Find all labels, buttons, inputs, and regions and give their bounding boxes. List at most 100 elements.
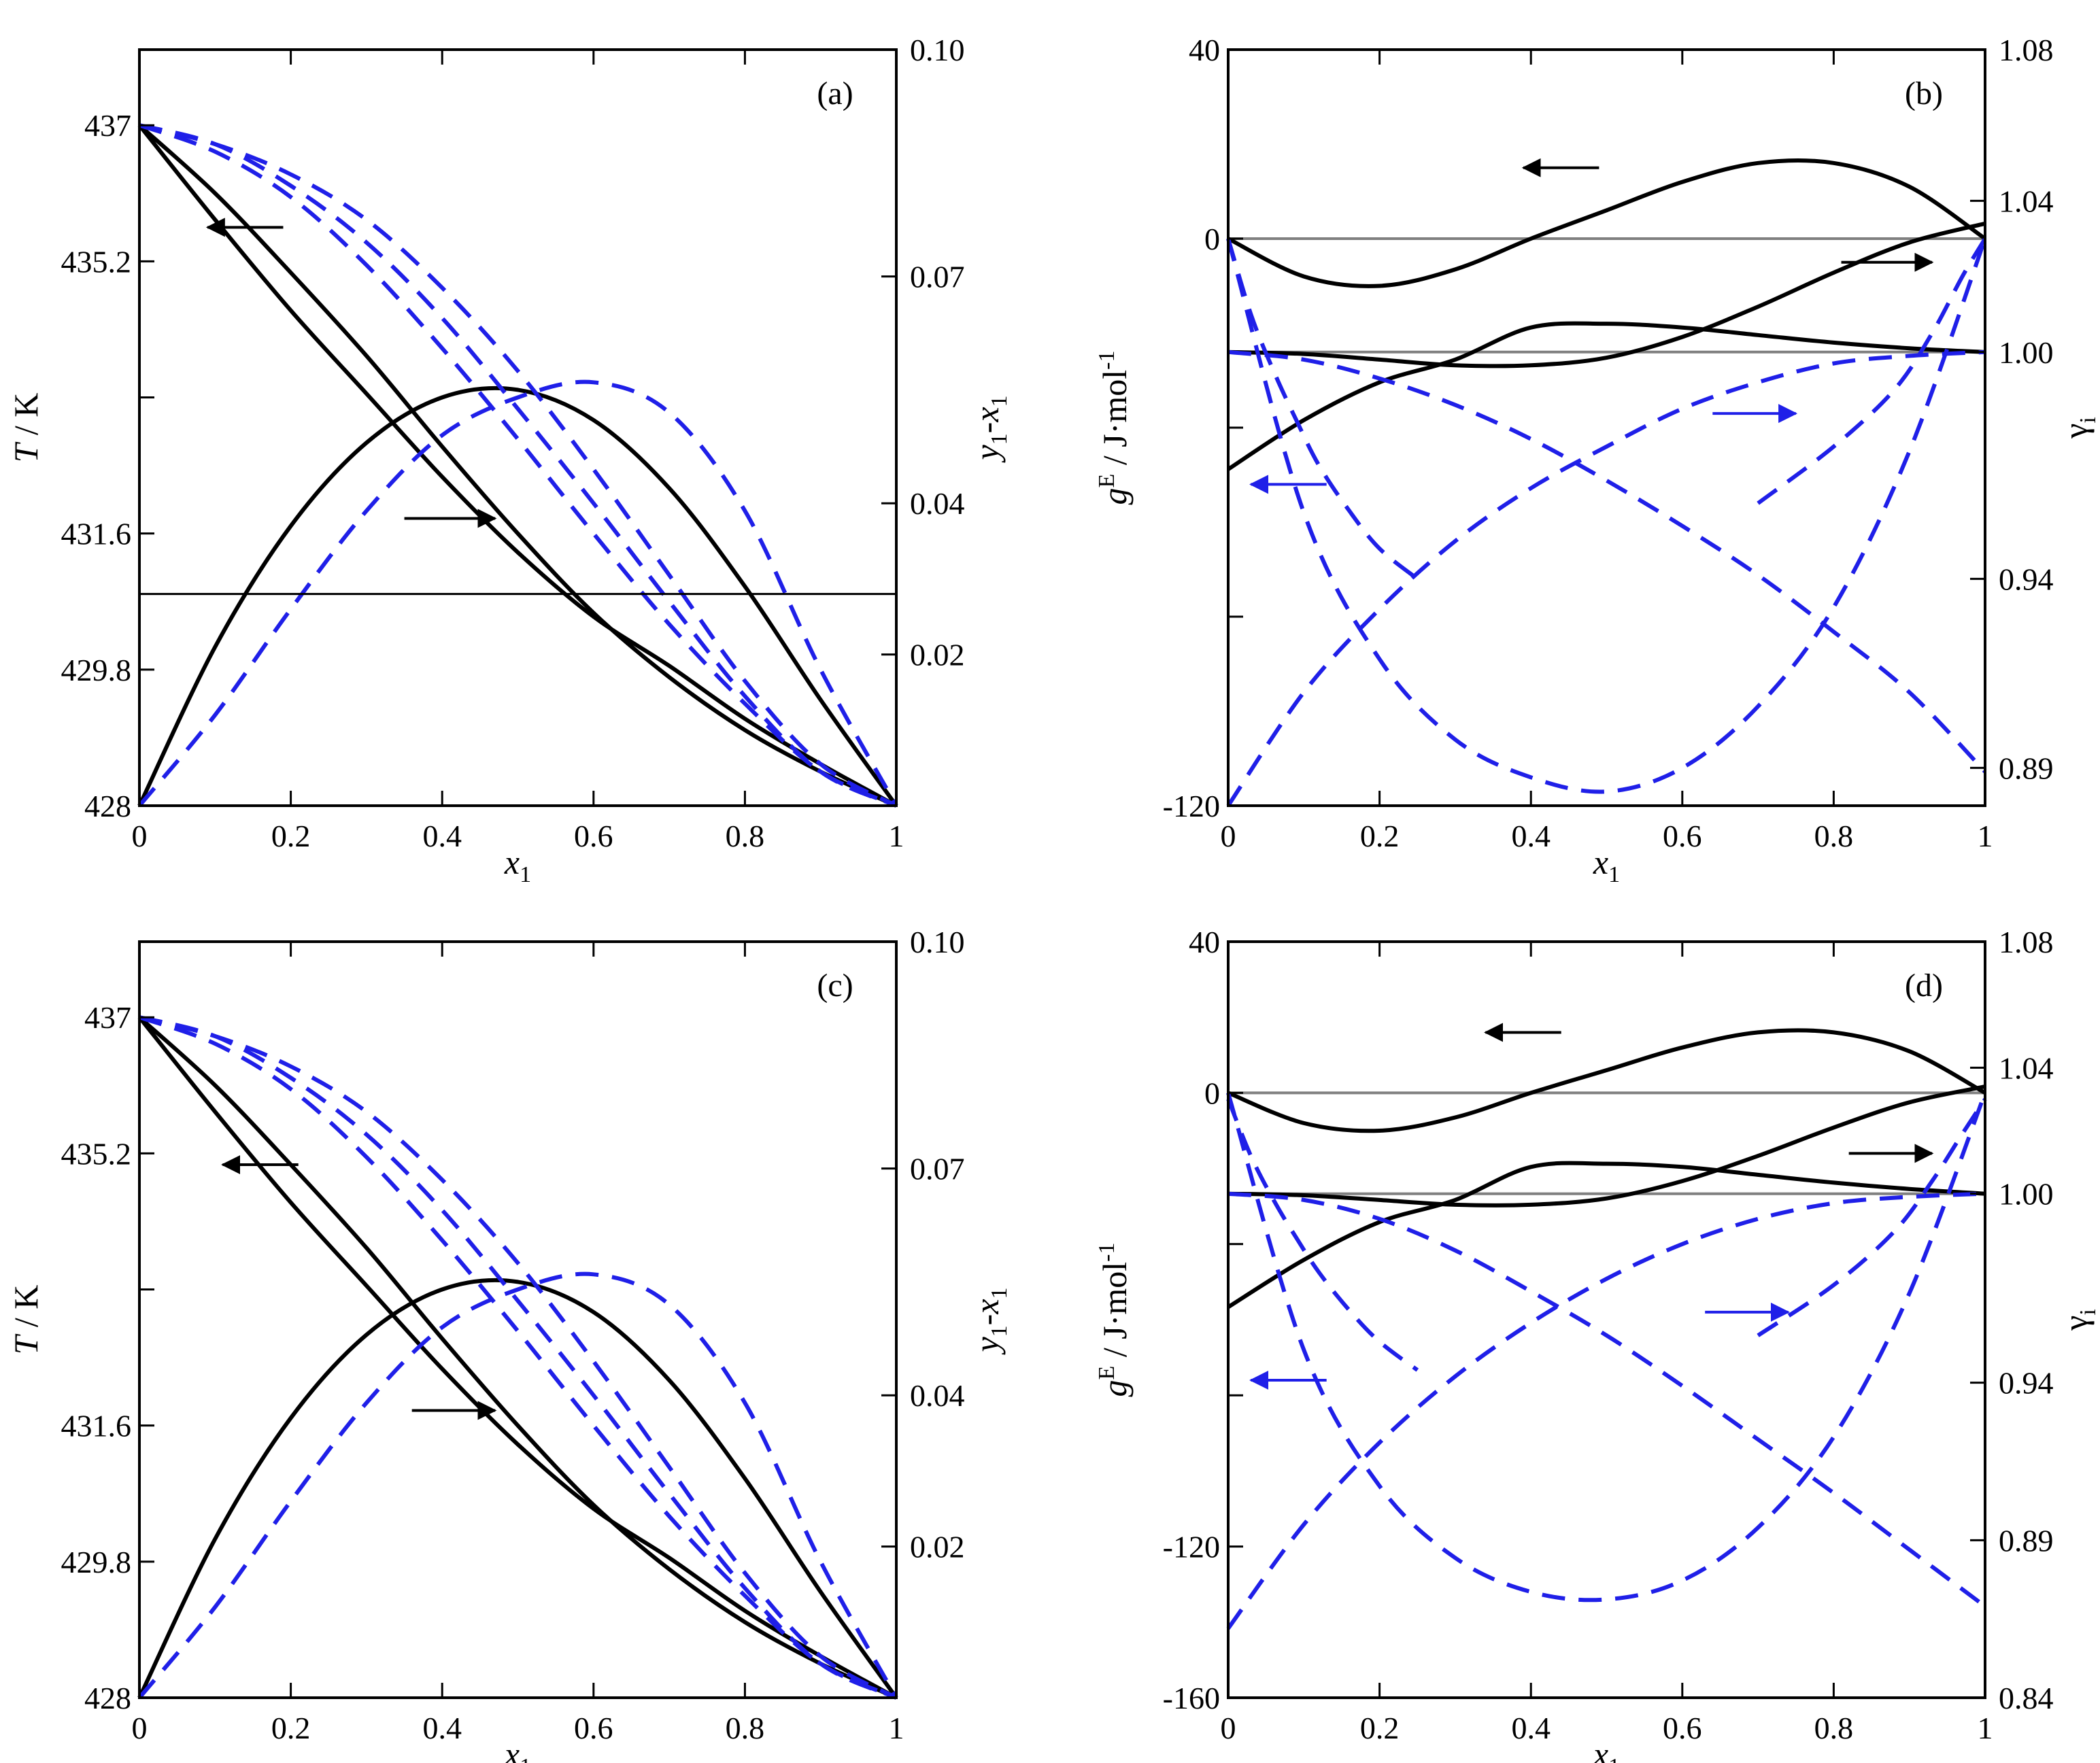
x-axis-title-sub-c: 1: [520, 1754, 531, 1763]
y-right-tick-label-d-4: 1.04: [1999, 1050, 2054, 1085]
x-tick-label-a-1: 0.2: [271, 819, 311, 853]
x-tick-label-b-3: 0.6: [1663, 819, 1702, 853]
x-tick-label-a-0: 0: [132, 819, 148, 853]
series-a-1: [137, 123, 898, 808]
panel-label-a: (a): [817, 75, 853, 112]
x-axis-title-sub-b: 1: [1608, 862, 1620, 887]
series-d-5: [1226, 1092, 1987, 1603]
x-tick-label-b-2: 0.4: [1511, 819, 1551, 853]
y-right-title-sub2-a: 1: [987, 395, 1012, 407]
x-tick-label-c-3: 0.6: [574, 1711, 613, 1745]
x-tick-label-d-3: 0.6: [1663, 1711, 1702, 1745]
y-left-tick-label-d-1: -120: [1163, 1530, 1220, 1564]
x-axis-title-main-b: x: [1593, 843, 1608, 881]
plot-frame-a: [138, 48, 898, 807]
x-tick-label-a-2: 0.4: [422, 819, 462, 853]
series-d-6: [1227, 1191, 1986, 1608]
x-tick-label-d-4: 0.8: [1814, 1711, 1854, 1745]
y-left-tick-label-c-2: 431.6: [61, 1409, 132, 1443]
y-left-tick-label-d-4: 0: [1204, 1076, 1220, 1110]
x-tick-label-b-4: 0.8: [1814, 819, 1854, 853]
y-left-tick-label-b-3: 0: [1204, 222, 1220, 256]
y-left-tick-label-a-2: 431.6: [61, 517, 132, 551]
panel-a: 0 0.2 0.4 0.6 0.8 1 428 429.8 431.6 435.2 437 0.02 0…: [7, 33, 1012, 887]
panel-d-plot: 0 0.2 0.4 0.6 0.8 1 -160 -120 0 40 0.84 0.89 0.94 1.0…: [1094, 925, 2100, 1763]
y-left-title-d: gE / J·mol-1: [1094, 1243, 1134, 1397]
y-right-tick-label-d-0: 0.84: [1999, 1681, 2054, 1715]
series-c-3: [139, 1015, 898, 1700]
y-right-title-d: γi: [2056, 1309, 2100, 1331]
y-left-tick-label-c-5: 437: [84, 1000, 131, 1035]
y-right-tick-label-c-1: 0.04: [910, 1378, 965, 1413]
x-tick-label-c-0: 0: [132, 1711, 148, 1745]
x-axis-title-b: x1: [1593, 843, 1620, 887]
y-right-tick-label-a-0: 0.02: [910, 638, 965, 672]
series-c-5: [139, 1015, 898, 1700]
y-right-tick-label-d-3: 1.00: [1999, 1177, 2054, 1212]
y-right-tick-label-b-1: 0.94: [1999, 562, 2054, 596]
x-tick-label-a-4: 0.8: [726, 819, 765, 853]
y-right-title-sub2-c: 1: [987, 1287, 1012, 1299]
panel-label-b: (b): [1905, 75, 1943, 112]
x-tick-label-d-2: 0.4: [1511, 1711, 1551, 1745]
y-right-title-sub-d: i: [2076, 1309, 2100, 1315]
series-d-2: [1227, 1028, 1986, 1133]
series-b-2: [1227, 158, 1986, 288]
x-tick-label-d-5: 1: [1978, 1711, 1993, 1745]
panel-b-plot: 0 0.2 0.4 0.6 0.8 1-1200400.890.941.001.041.0…: [1094, 33, 2100, 887]
series-b-5: [1226, 237, 1987, 794]
y-left-tick-label-a-1: 429.8: [61, 653, 132, 687]
series-b-7: [1226, 349, 1986, 807]
y-left-title-g-d: g: [1096, 1380, 1134, 1397]
x-tick-label-d-1: 0.2: [1360, 1711, 1400, 1745]
series-c-6: [137, 1271, 898, 1699]
series-a-5: [139, 123, 898, 808]
y-right-tick-label-d-1: 0.89: [1999, 1523, 2054, 1558]
panel-d: 0 0.2 0.4 0.6 0.8 1 -160 -120 0 40 0.84 0.89 0.94 1.0…: [1094, 925, 2100, 1763]
y-right-title-gamma-b: γ: [2056, 424, 2095, 439]
plot-frame-b: [1227, 48, 1986, 807]
y-left-title-g-b: g: [1096, 487, 1134, 504]
x-tick-label-c-1: 0.2: [271, 1711, 311, 1745]
y-right-title-c: y1-x1: [968, 1287, 1012, 1355]
series-d-3: [1227, 1084, 1986, 1208]
y-right-tick-label-d-2: 0.94: [1999, 1366, 2054, 1401]
y-left-title-sup2-b: -1: [1094, 351, 1119, 370]
y-right-tick-label-c-2: 0.07: [910, 1152, 965, 1186]
series-a-0: [137, 124, 898, 808]
y-right-title-x-c: -x: [968, 1299, 1006, 1325]
series-d-4: [1227, 1161, 1986, 1310]
plot-frame-c: [138, 940, 898, 1699]
y-right-title-y-c: y: [968, 1337, 1006, 1356]
series-c-2: [137, 1278, 898, 1699]
x-tick-label-b-1: 0.2: [1360, 819, 1400, 853]
y-right-tick-label-a-1: 0.04: [910, 486, 965, 521]
y-left-title-b: gE / J·mol-1: [1094, 351, 1134, 505]
series-a-3: [139, 123, 898, 808]
y-left-title-c: T / K: [7, 1285, 45, 1355]
x-tick-label-c-4: 0.8: [726, 1711, 765, 1745]
y-left-title-rest-c: / K: [7, 1285, 45, 1336]
series-b-6: [1227, 349, 1987, 774]
y-left-title-unit-b: / J·mol: [1096, 370, 1134, 474]
y-left-title-sup2-d: -1: [1094, 1243, 1119, 1262]
x-tick-label-c-5: 1: [889, 1711, 904, 1745]
y-right-tick-label-b-3: 1.04: [1999, 184, 2054, 218]
y-left-tick-label-a-0: 428: [84, 789, 131, 823]
y-left-tick-label-b-4: 40: [1189, 33, 1220, 67]
y-right-title-sub1-a: 1: [987, 433, 1012, 445]
y-left-title-sup-d: E: [1094, 1366, 1119, 1380]
x-tick-label-b-0: 0: [1221, 819, 1236, 853]
series-a-6: [137, 379, 898, 807]
x-tick-label-c-2: 0.4: [422, 1711, 462, 1745]
panel-a-plot: 0 0.2 0.4 0.6 0.8 1 428 429.8 431.6 435.2 437 0.02 0…: [7, 33, 1012, 887]
series-c-0: [137, 1016, 898, 1700]
y-right-title-sub1-c: 1: [987, 1325, 1012, 1337]
x-axis-title-a: x1: [504, 843, 531, 887]
y-left-tick-label-a-5: 437: [84, 108, 131, 143]
x-tick-label-d-0: 0: [1221, 1711, 1236, 1745]
panel-label-c: (c): [817, 968, 853, 1004]
y-left-tick-label-c-1: 429.8: [61, 1545, 132, 1579]
y-right-title-b: γi: [2056, 417, 2100, 439]
x-tick-label-b-5: 1: [1978, 819, 1993, 853]
